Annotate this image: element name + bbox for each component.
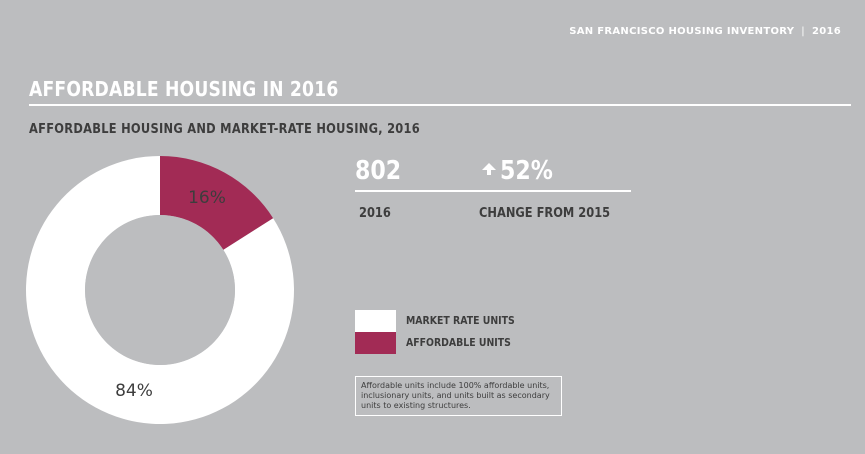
data-label-affordable: 16% xyxy=(188,188,226,208)
stats-divider xyxy=(355,190,631,192)
data-label-market-rate: 84% xyxy=(115,381,153,401)
arrow-up-icon xyxy=(482,163,496,175)
chart-title: AFFORDABLE HOUSING AND MARKET-RATE HOUSI… xyxy=(29,122,420,137)
report-year: 2016 xyxy=(811,26,841,37)
slice-affordable xyxy=(160,156,274,250)
legend-label-affordable: AFFORDABLE UNITS xyxy=(406,336,511,349)
legend-label-market-rate: MARKET RATE UNITS xyxy=(406,314,515,327)
report-name: SAN FRANCISCO HOUSING INVENTORY xyxy=(569,26,795,37)
report-header: SAN FRANCISCO HOUSING INVENTORY | 2016 xyxy=(569,26,841,37)
donut-hole xyxy=(85,215,235,365)
title-divider xyxy=(29,104,851,106)
header-separator: | xyxy=(801,26,805,37)
change-value: 52% xyxy=(500,156,553,186)
units-label: 2016 xyxy=(359,206,391,221)
change-label: CHANGE FROM 2015 xyxy=(479,206,611,221)
slice-market-rate xyxy=(25,156,294,424)
legend-swatch-affordable xyxy=(355,332,396,354)
footnote-box: Affordable units include 100% affordable… xyxy=(355,376,562,416)
units-value: 802 xyxy=(355,156,402,186)
legend-swatch-market-rate xyxy=(355,310,396,332)
page-title: AFFORDABLE HOUSING IN 2016 xyxy=(29,77,339,101)
